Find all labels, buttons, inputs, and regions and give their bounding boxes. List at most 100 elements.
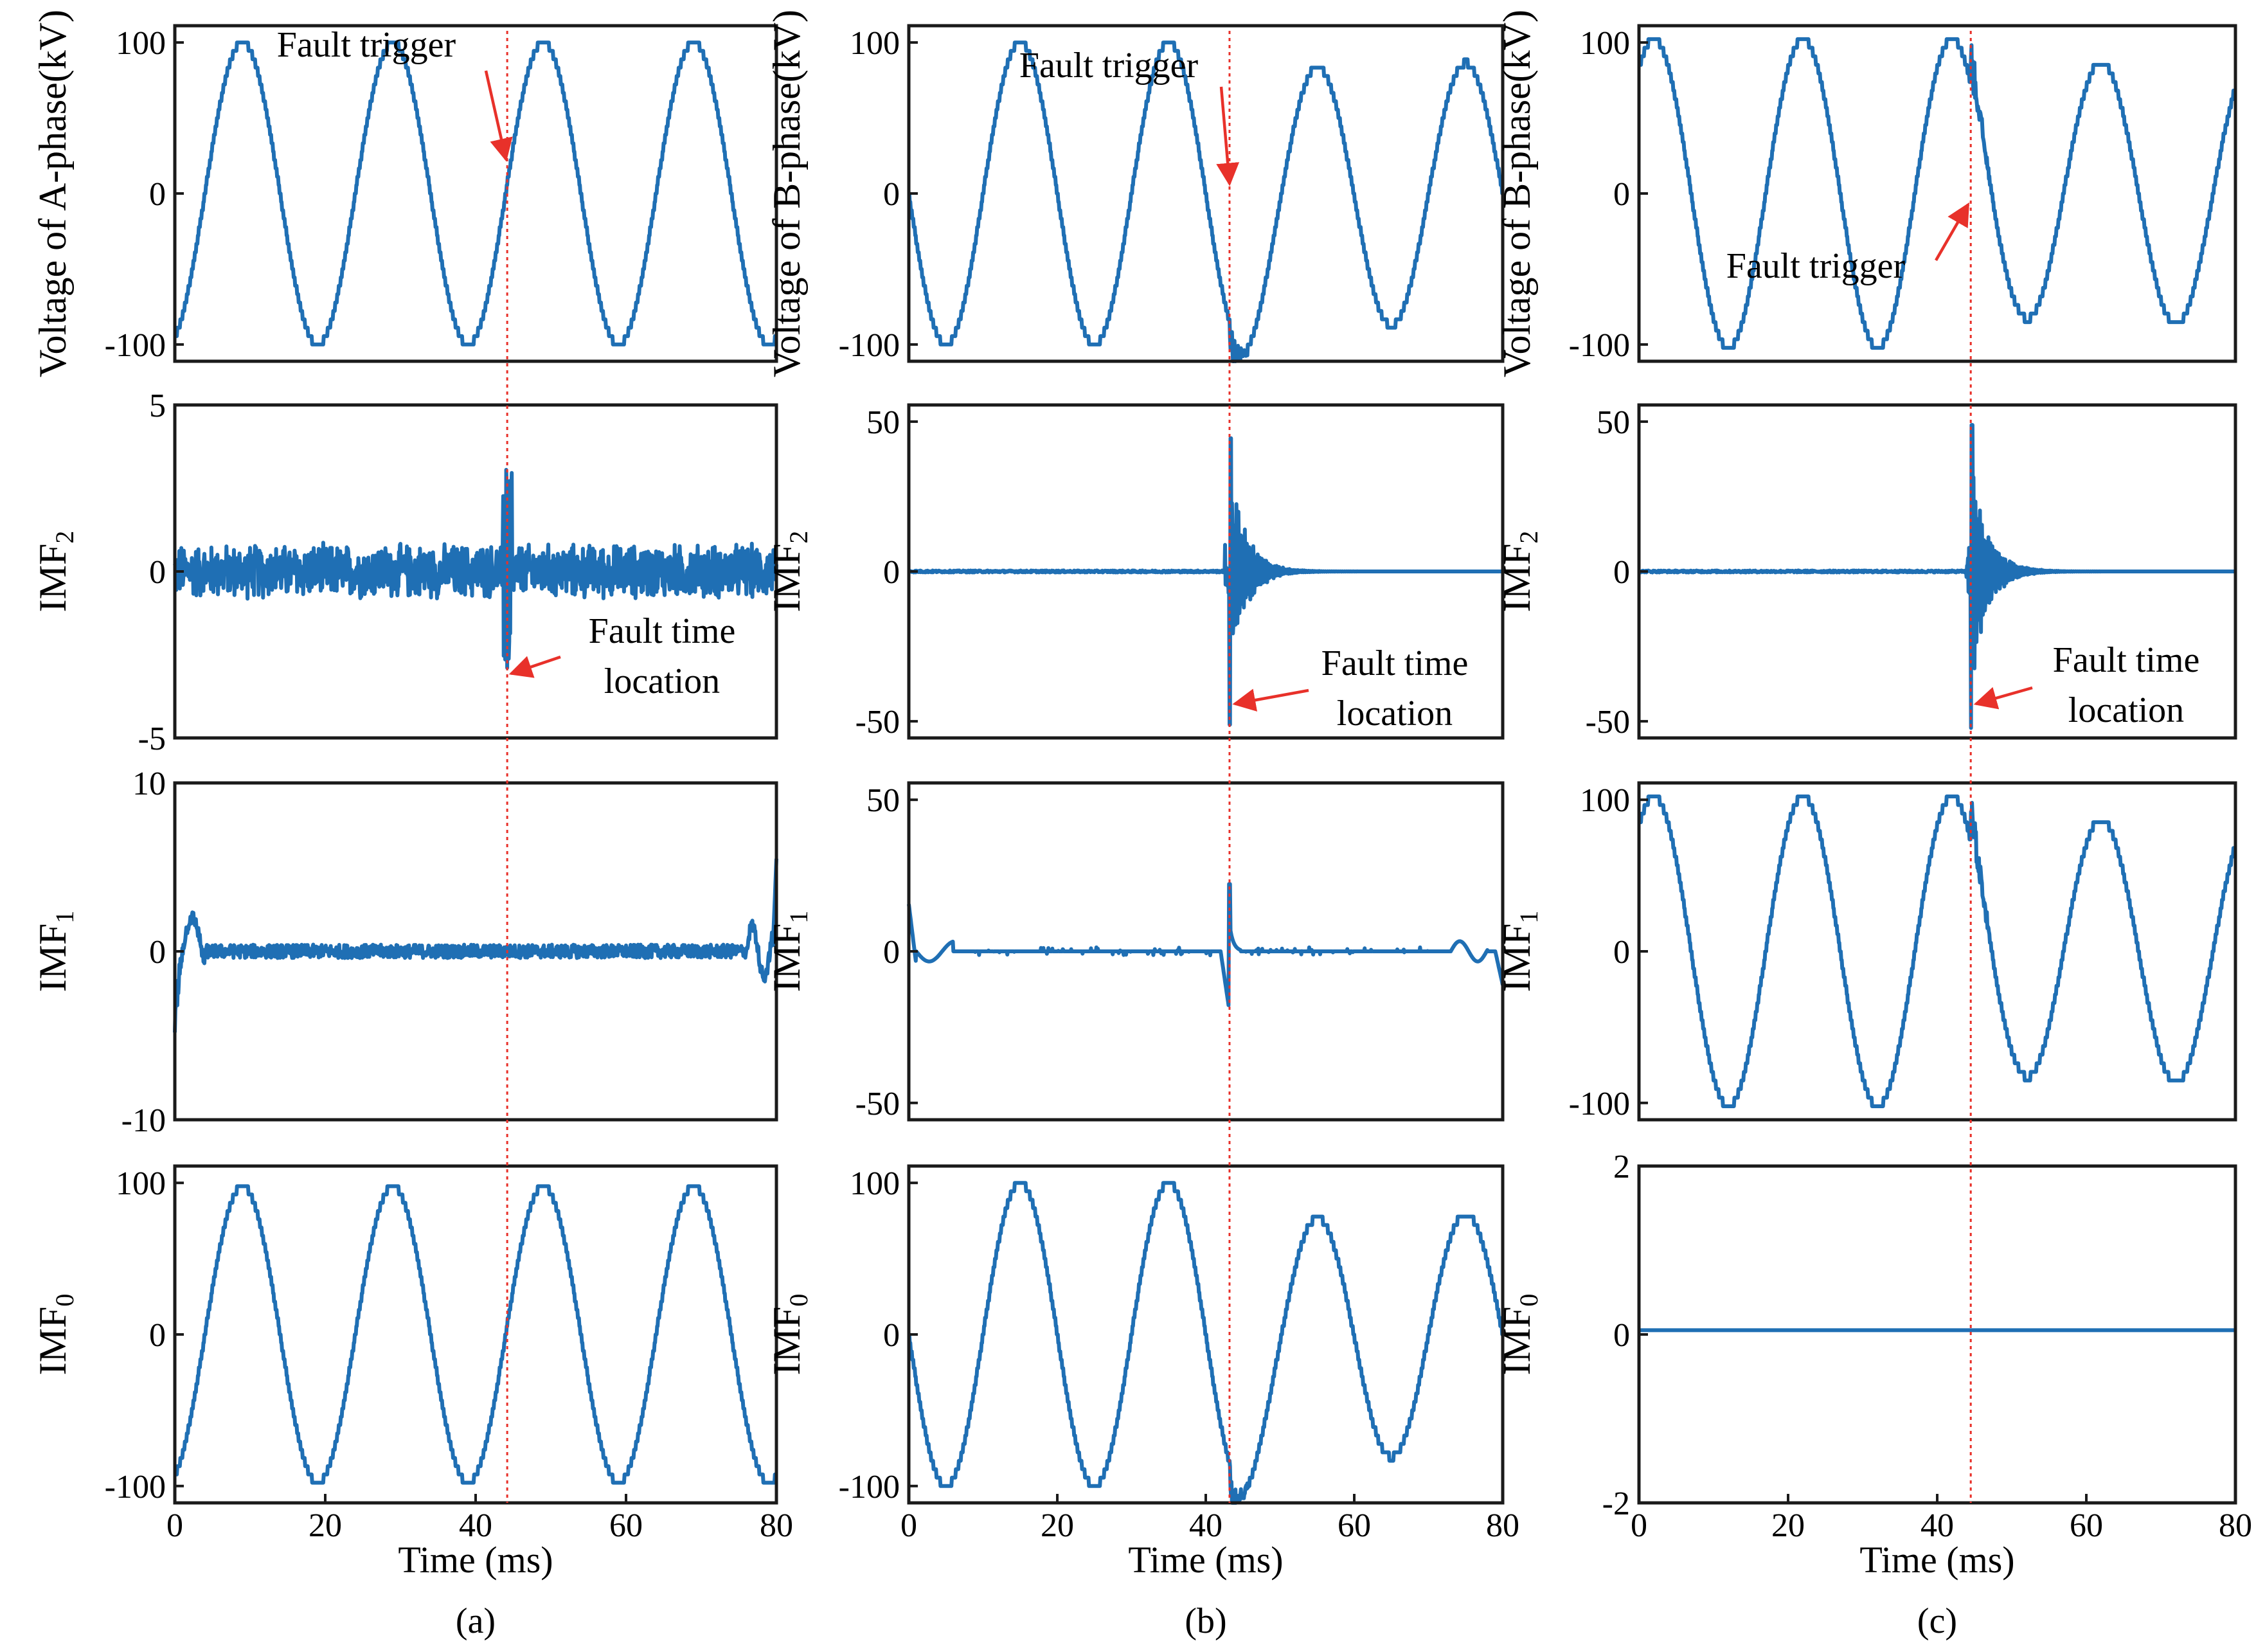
x-tick-label: 60 xyxy=(2070,1507,2103,1544)
x-tick-label: 40 xyxy=(1920,1507,1954,1544)
annotation-text: Fault time xyxy=(589,611,736,651)
y-axis-label: IMF0 xyxy=(765,1294,813,1376)
subplot-a-1: 5 0 -5 IMF2 xyxy=(31,388,778,757)
annotation-fault-trigger: Fault trigger xyxy=(277,25,513,162)
annotation-arrow xyxy=(1935,202,1970,262)
subscript: 1 xyxy=(784,911,813,924)
annotation-arrow xyxy=(484,70,513,162)
x-tick-label: 80 xyxy=(2219,1507,2252,1544)
subplot-c-0: 100 0 -100 Voltage of B-phase(kV) xyxy=(1496,10,2237,377)
y-tick-label: 5 xyxy=(149,388,166,424)
y-axis-label: IMF0 xyxy=(31,1294,79,1376)
series-line xyxy=(1637,423,2237,730)
y-tick-label: -50 xyxy=(855,1086,900,1122)
y-tick-label: 100 xyxy=(850,25,900,62)
annotation-fault-time-location: Fault time location xyxy=(1973,640,2200,730)
y-axis-label: Voltage of B-phase(kV) xyxy=(1496,10,1538,377)
y-tick-label: -2 xyxy=(1602,1486,1630,1522)
x-tick-label: 0 xyxy=(1631,1507,1647,1544)
subplot-b-2: 50 0 -50 IMF1 xyxy=(765,781,1505,1122)
annotation-text: Fault time xyxy=(2053,640,2200,680)
annotation-arrow xyxy=(1973,686,2033,710)
y-tick-label: -50 xyxy=(1586,704,1630,741)
y-tick-label: 100 xyxy=(116,1165,166,1202)
x-tick-label: 80 xyxy=(760,1507,793,1544)
y-tick-label: -10 xyxy=(121,1102,166,1139)
y-tick-label: 50 xyxy=(866,782,900,819)
y-tick-label: -100 xyxy=(839,1469,900,1505)
y-axis-label: IMF2 xyxy=(1496,531,1543,613)
series-line xyxy=(173,40,778,346)
annotation-arrow xyxy=(1216,86,1240,186)
subplot-c-2: 100 0 -100 IMF1 xyxy=(1496,781,2237,1122)
subfigure-caption: (a) xyxy=(456,1601,496,1641)
annotation-arrow xyxy=(1232,688,1309,712)
y-tick-label: -100 xyxy=(1569,327,1630,364)
y-tick-label: 0 xyxy=(1613,554,1630,591)
x-tick-label: 40 xyxy=(1189,1507,1222,1544)
y-axis-label: IMF1 xyxy=(31,911,79,992)
series-line xyxy=(173,858,778,1033)
series-line xyxy=(907,1181,1505,1505)
y-axis-label: Voltage of B-phase(kV) xyxy=(765,10,808,377)
x-tick-label: 0 xyxy=(166,1507,183,1544)
y-tick-label: -50 xyxy=(855,704,900,741)
y-tick-label: 100 xyxy=(116,25,166,62)
x-tick-label: 20 xyxy=(1041,1507,1074,1544)
y-tick-label: 100 xyxy=(1580,782,1630,819)
y-tick-label: 0 xyxy=(149,554,166,591)
annotation-text: Fault time xyxy=(1321,643,1469,683)
axes-frame xyxy=(1637,24,2237,363)
series-line xyxy=(907,882,1505,1007)
annotation-arrow xyxy=(508,655,561,678)
x-axis-label: Time (ms) xyxy=(1128,1539,1283,1581)
y-axis-label: IMF1 xyxy=(765,911,813,992)
x-tick-label: 40 xyxy=(459,1507,492,1544)
y-tick-label: 0 xyxy=(149,176,166,213)
annotation-text: Fault trigger xyxy=(1019,46,1199,85)
x-tick-label: 20 xyxy=(1771,1507,1805,1544)
y-tick-label: 50 xyxy=(866,404,900,441)
subplot-c-1: 50 0 -50 IMF2 xyxy=(1496,403,2237,741)
annotation-fault-trigger: Fault trigger xyxy=(1726,202,1970,286)
axes-frame xyxy=(1637,1164,2237,1505)
subfigure-caption: (b) xyxy=(1185,1601,1226,1641)
x-axis-label: Time (ms) xyxy=(1859,1539,2014,1581)
subplot-b-1: 50 0 -50 IMF2 xyxy=(765,403,1505,741)
axes-frame xyxy=(173,1164,778,1505)
subscript: 2 xyxy=(1514,531,1543,544)
y-tick-label: 0 xyxy=(1613,1317,1630,1354)
y-tick-label: 0 xyxy=(1613,176,1630,213)
y-axis-label: IMF2 xyxy=(31,531,79,613)
y-axis-label: IMF1 xyxy=(1496,911,1543,992)
subscript: 0 xyxy=(784,1294,813,1307)
y-tick-label: 0 xyxy=(883,934,900,971)
annotation-fault-trigger: Fault trigger xyxy=(1019,46,1240,186)
y-tick-label: 100 xyxy=(1580,25,1630,62)
series-line xyxy=(907,436,1505,727)
y-axis-label: Voltage of A-phase(kV) xyxy=(31,10,74,377)
panel-a: 100 0 -10 0 Voltage of A-phase(kV) 5 0 -5 IMF2 10… xyxy=(31,10,793,1641)
y-tick-label: 2 xyxy=(1613,1149,1630,1185)
subscript: 2 xyxy=(784,531,813,544)
y-tick-label: -5 xyxy=(138,721,166,757)
y-tick-label: 0 xyxy=(149,1317,166,1354)
subscript: 0 xyxy=(1514,1294,1543,1307)
series-line xyxy=(173,1184,778,1485)
y-tick-label: 0 xyxy=(1613,934,1630,971)
x-axis-label: Time (ms) xyxy=(398,1539,553,1581)
series-line xyxy=(907,40,1505,363)
series-line xyxy=(173,467,778,670)
annotation-fault-time-location: Fault time location xyxy=(1232,643,1469,733)
x-tick-label: 60 xyxy=(609,1507,643,1544)
series-line xyxy=(1637,795,2237,1108)
x-tick-label: 80 xyxy=(1486,1507,1519,1544)
annotation-text: location xyxy=(2068,690,2184,730)
y-tick-label: 0 xyxy=(883,176,900,213)
subscript: 0 xyxy=(50,1294,79,1307)
y-tick-label: 100 xyxy=(850,1165,900,1202)
